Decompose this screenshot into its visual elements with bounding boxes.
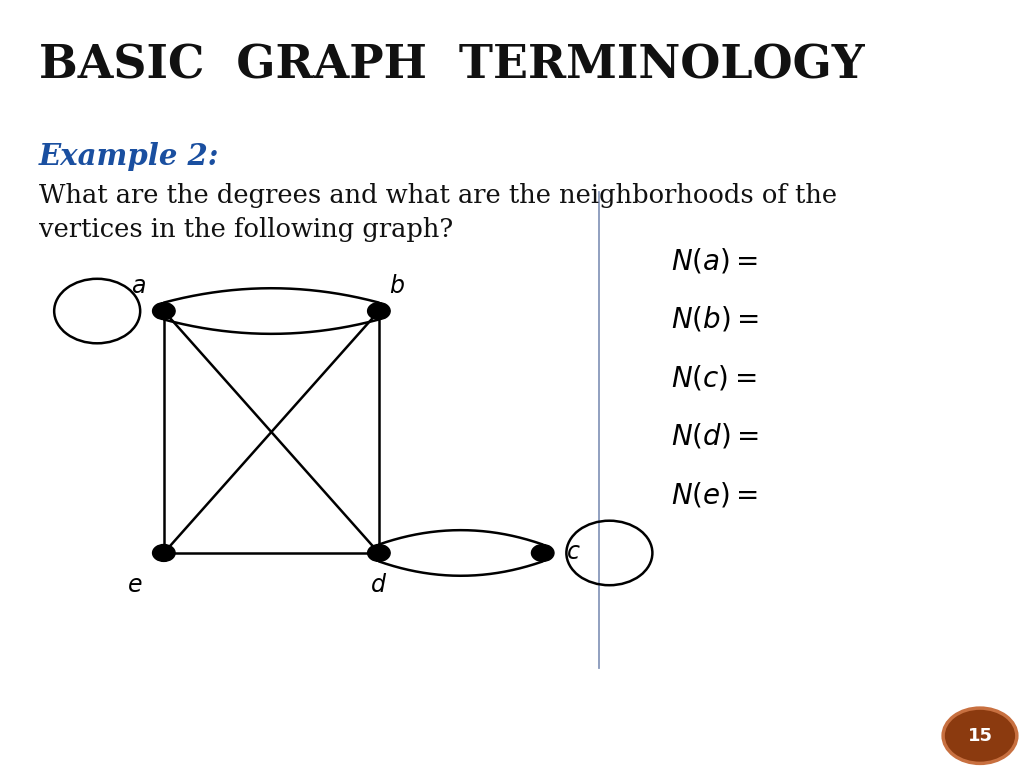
Text: BASIC  GRAPH  TERMINOLOGY: BASIC GRAPH TERMINOLOGY bbox=[39, 42, 864, 88]
Text: $\mathit{a}$: $\mathit{a}$ bbox=[131, 275, 145, 298]
Circle shape bbox=[943, 708, 1017, 763]
Text: vertices in the following graph?: vertices in the following graph? bbox=[39, 217, 454, 242]
Circle shape bbox=[368, 303, 390, 319]
Text: What are the degrees and what are the neighborhoods of the: What are the degrees and what are the ne… bbox=[39, 183, 837, 208]
Text: $\mathit{c}$: $\mathit{c}$ bbox=[566, 541, 581, 564]
Circle shape bbox=[368, 545, 390, 561]
Circle shape bbox=[153, 303, 175, 319]
Text: $N(\mathit{d}) =$: $N(\mathit{d}) =$ bbox=[671, 422, 759, 451]
Text: $\mathit{d}$: $\mathit{d}$ bbox=[371, 574, 387, 597]
Text: $N(\mathit{e}) =$: $N(\mathit{e}) =$ bbox=[671, 480, 758, 509]
Text: Example 2:: Example 2: bbox=[39, 142, 219, 171]
Circle shape bbox=[531, 545, 554, 561]
Text: $\mathit{e}$: $\mathit{e}$ bbox=[127, 574, 143, 597]
Text: $N(\mathit{b}) =$: $N(\mathit{b}) =$ bbox=[671, 305, 759, 334]
Text: $\mathit{b}$: $\mathit{b}$ bbox=[389, 275, 406, 298]
Text: 15: 15 bbox=[968, 727, 992, 745]
Circle shape bbox=[153, 545, 175, 561]
Text: $N(\mathit{a}) =$: $N(\mathit{a}) =$ bbox=[671, 247, 758, 276]
Text: $N(\mathit{c}) =$: $N(\mathit{c}) =$ bbox=[671, 363, 756, 392]
